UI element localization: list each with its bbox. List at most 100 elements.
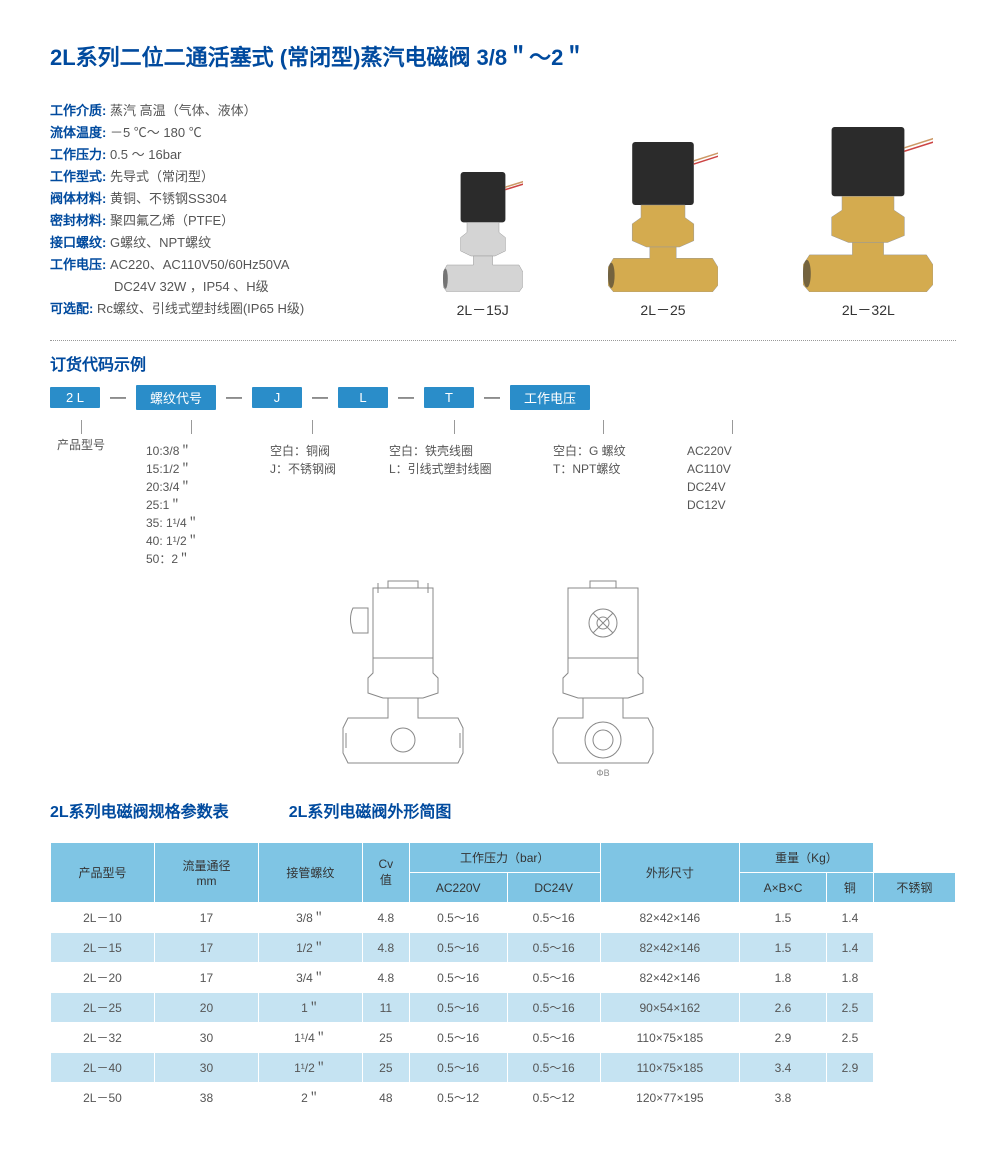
table-cell: 2.5 xyxy=(827,1023,874,1053)
table-header-cell: A×B×C xyxy=(740,873,827,903)
connector-line xyxy=(312,420,313,434)
table-header-cell: AC220V xyxy=(409,873,507,903)
table-cell: 30 xyxy=(154,1023,258,1053)
column-body: 空白：铜阀J：不锈钢阀 xyxy=(270,442,355,478)
table-cell: 3.8 xyxy=(740,1083,827,1113)
table-cell: 0.5～16 xyxy=(507,933,600,963)
code-box: 螺纹代号 xyxy=(136,385,216,410)
column-body: 空白：G 螺纹T：NPT螺纹 xyxy=(553,442,653,478)
table-title-right: 2L系列电磁阀外形简图 xyxy=(289,798,452,822)
code-box: J xyxy=(252,387,302,408)
column-item: 25:1＂ xyxy=(146,496,236,514)
table-cell: 20 xyxy=(154,993,258,1023)
product-label: 2L－32L xyxy=(842,300,895,320)
table-cell: 48 xyxy=(362,1083,409,1113)
table-cell: 25 xyxy=(362,1053,409,1083)
spec-row: 阀体材料: 黄铜、不锈钢SS304 xyxy=(50,188,390,210)
column-item: DC12V xyxy=(687,496,777,514)
table-header-cell: 流量通径mm xyxy=(154,843,258,903)
column-body: 空白：铁壳线圈L：引线式塑封线圈 xyxy=(389,442,519,478)
spec-value: Rc螺纹、引线式塑封线圈(IP65 H级) xyxy=(97,301,304,316)
table-cell: 2L－50 xyxy=(51,1083,155,1113)
table-row: 2L－10173/8＂4.80.5～160.5～1682×42×1461.51.… xyxy=(51,903,956,933)
table-cell: 1.4 xyxy=(827,933,874,963)
table-cell: 2L－10 xyxy=(51,903,155,933)
table-cell: 1.4 xyxy=(827,903,874,933)
table-cell: 0.5～16 xyxy=(409,933,507,963)
column-item: 空白：铁壳线圈 xyxy=(389,442,519,460)
connector-line xyxy=(191,420,192,434)
connector-line xyxy=(603,420,604,434)
table-cell: 0.5～16 xyxy=(409,993,507,1023)
table-row: 2L－40301¹/2＂250.5～160.5～16110×75×1853.42… xyxy=(51,1053,956,1083)
spec-row: 工作压力: 0.5 ～ 16bar xyxy=(50,144,390,166)
column-item: 10:3/8＂ xyxy=(146,442,236,460)
table-cell: 4.8 xyxy=(362,933,409,963)
table-cell: 82×42×146 xyxy=(600,963,739,993)
code-column: 产品型号 xyxy=(50,414,112,461)
product-label: 2L－15J xyxy=(457,300,509,320)
product-item: 2L－15J xyxy=(443,172,523,320)
table-cell: 110×75×185 xyxy=(600,1023,739,1053)
code-box: 2 L xyxy=(50,387,100,408)
spec-value: 黄铜、不锈钢SS304 xyxy=(110,191,227,206)
diagram-row: ΦB xyxy=(50,578,956,778)
code-columns: 产品型号 10:3/8＂15:1/2＂20:3/4＂25:1＂35: 1¹/4＂4… xyxy=(50,414,956,568)
spec-label: 密封材料: xyxy=(50,213,110,228)
dash: — xyxy=(394,389,418,407)
ordering-section: 订货代码示例 2 L—螺纹代号—J—L—T—工作电压 产品型号10:3/8＂15… xyxy=(50,351,956,568)
table-row: 2L－20173/4＂4.80.5～160.5～1682×42×1461.81.… xyxy=(51,963,956,993)
spec-value: AC220、AC110V50/60Hz50VA xyxy=(110,257,289,272)
diagram-front-view: ΦB xyxy=(518,578,688,778)
table-cell: 2.5 xyxy=(827,993,874,1023)
table-body: 2L－10173/8＂4.80.5～160.5～1682×42×1461.51.… xyxy=(51,903,956,1113)
table-header-cell: 接管螺纹 xyxy=(258,843,362,903)
svg-text:ΦB: ΦB xyxy=(596,768,609,778)
table-cell xyxy=(827,1083,874,1113)
column-item: T：NPT螺纹 xyxy=(553,460,653,478)
table-cell: 25 xyxy=(362,1023,409,1053)
dash: — xyxy=(308,389,332,407)
table-row: 2L－32301¹/4＂250.5～160.5～16110×75×1852.92… xyxy=(51,1023,956,1053)
column-item: J：不锈钢阀 xyxy=(270,460,355,478)
table-cell: 0.5～16 xyxy=(507,993,600,1023)
dash: — xyxy=(222,389,246,407)
table-cell: 0.5～16 xyxy=(409,963,507,993)
spec-value: 先导式（常闭型） xyxy=(110,169,214,184)
spec-row: 可选配: Rc螺纹、引线式塑封线圈(IP65 H级) xyxy=(50,298,390,320)
product-label: 2L－25 xyxy=(640,300,685,320)
column-item: 50：2＂ xyxy=(146,550,236,568)
table-cell: 2＂ xyxy=(258,1083,362,1113)
table-cell: 90×54×162 xyxy=(600,993,739,1023)
table-cell: 3.4 xyxy=(740,1053,827,1083)
column-item: L：引线式塑封线圈 xyxy=(389,460,519,478)
table-cell: 0.5～12 xyxy=(507,1083,600,1113)
table-cell: 4.8 xyxy=(362,963,409,993)
technical-diagrams: ΦB xyxy=(50,578,956,778)
table-header-cell: 铜 xyxy=(827,873,874,903)
product-item: 2L－32L xyxy=(803,127,933,320)
table-cell: 2.9 xyxy=(740,1023,827,1053)
table-cell: 0.5～16 xyxy=(409,903,507,933)
specs-list: 工作介质: 蒸汽 高温（气体、液体）流体温度: －5 ℃～ 180 ℃工作压力:… xyxy=(50,100,390,320)
spec-label: 阀体材料: xyxy=(50,191,110,206)
table-cell: 82×42×146 xyxy=(600,903,739,933)
table-cell: 0.5～16 xyxy=(507,1053,600,1083)
code-box: T xyxy=(424,387,474,408)
code-box: 工作电压 xyxy=(510,385,590,410)
table-cell: 1.8 xyxy=(740,963,827,993)
column-caption: 产品型号 xyxy=(50,436,112,453)
spec-label: 工作电压: xyxy=(50,257,110,272)
column-body: AC220VAC110VDC24VDC12V xyxy=(687,442,777,514)
table-cell: 120×77×195 xyxy=(600,1083,739,1113)
product-item: 2L－25 xyxy=(608,142,718,320)
table-titles: 2L系列电磁阀规格参数表 2L系列电磁阀外形简图 xyxy=(50,798,956,832)
table-header-cell: 产品型号 xyxy=(51,843,155,903)
code-box: L xyxy=(338,387,388,408)
spec-value: －5 ℃～ 180 ℃ xyxy=(110,125,202,140)
table-header-cell: Cv值 xyxy=(362,843,409,903)
column-body: 10:3/8＂15:1/2＂20:3/4＂25:1＂35: 1¹/4＂40: 1… xyxy=(146,442,236,568)
table-cell: 1/2＂ xyxy=(258,933,362,963)
table-header-row: 产品型号流量通径mm接管螺纹Cv值工作压力（bar）外形尺寸重量（Kg） xyxy=(51,843,956,873)
column-item: 空白：G 螺纹 xyxy=(553,442,653,460)
